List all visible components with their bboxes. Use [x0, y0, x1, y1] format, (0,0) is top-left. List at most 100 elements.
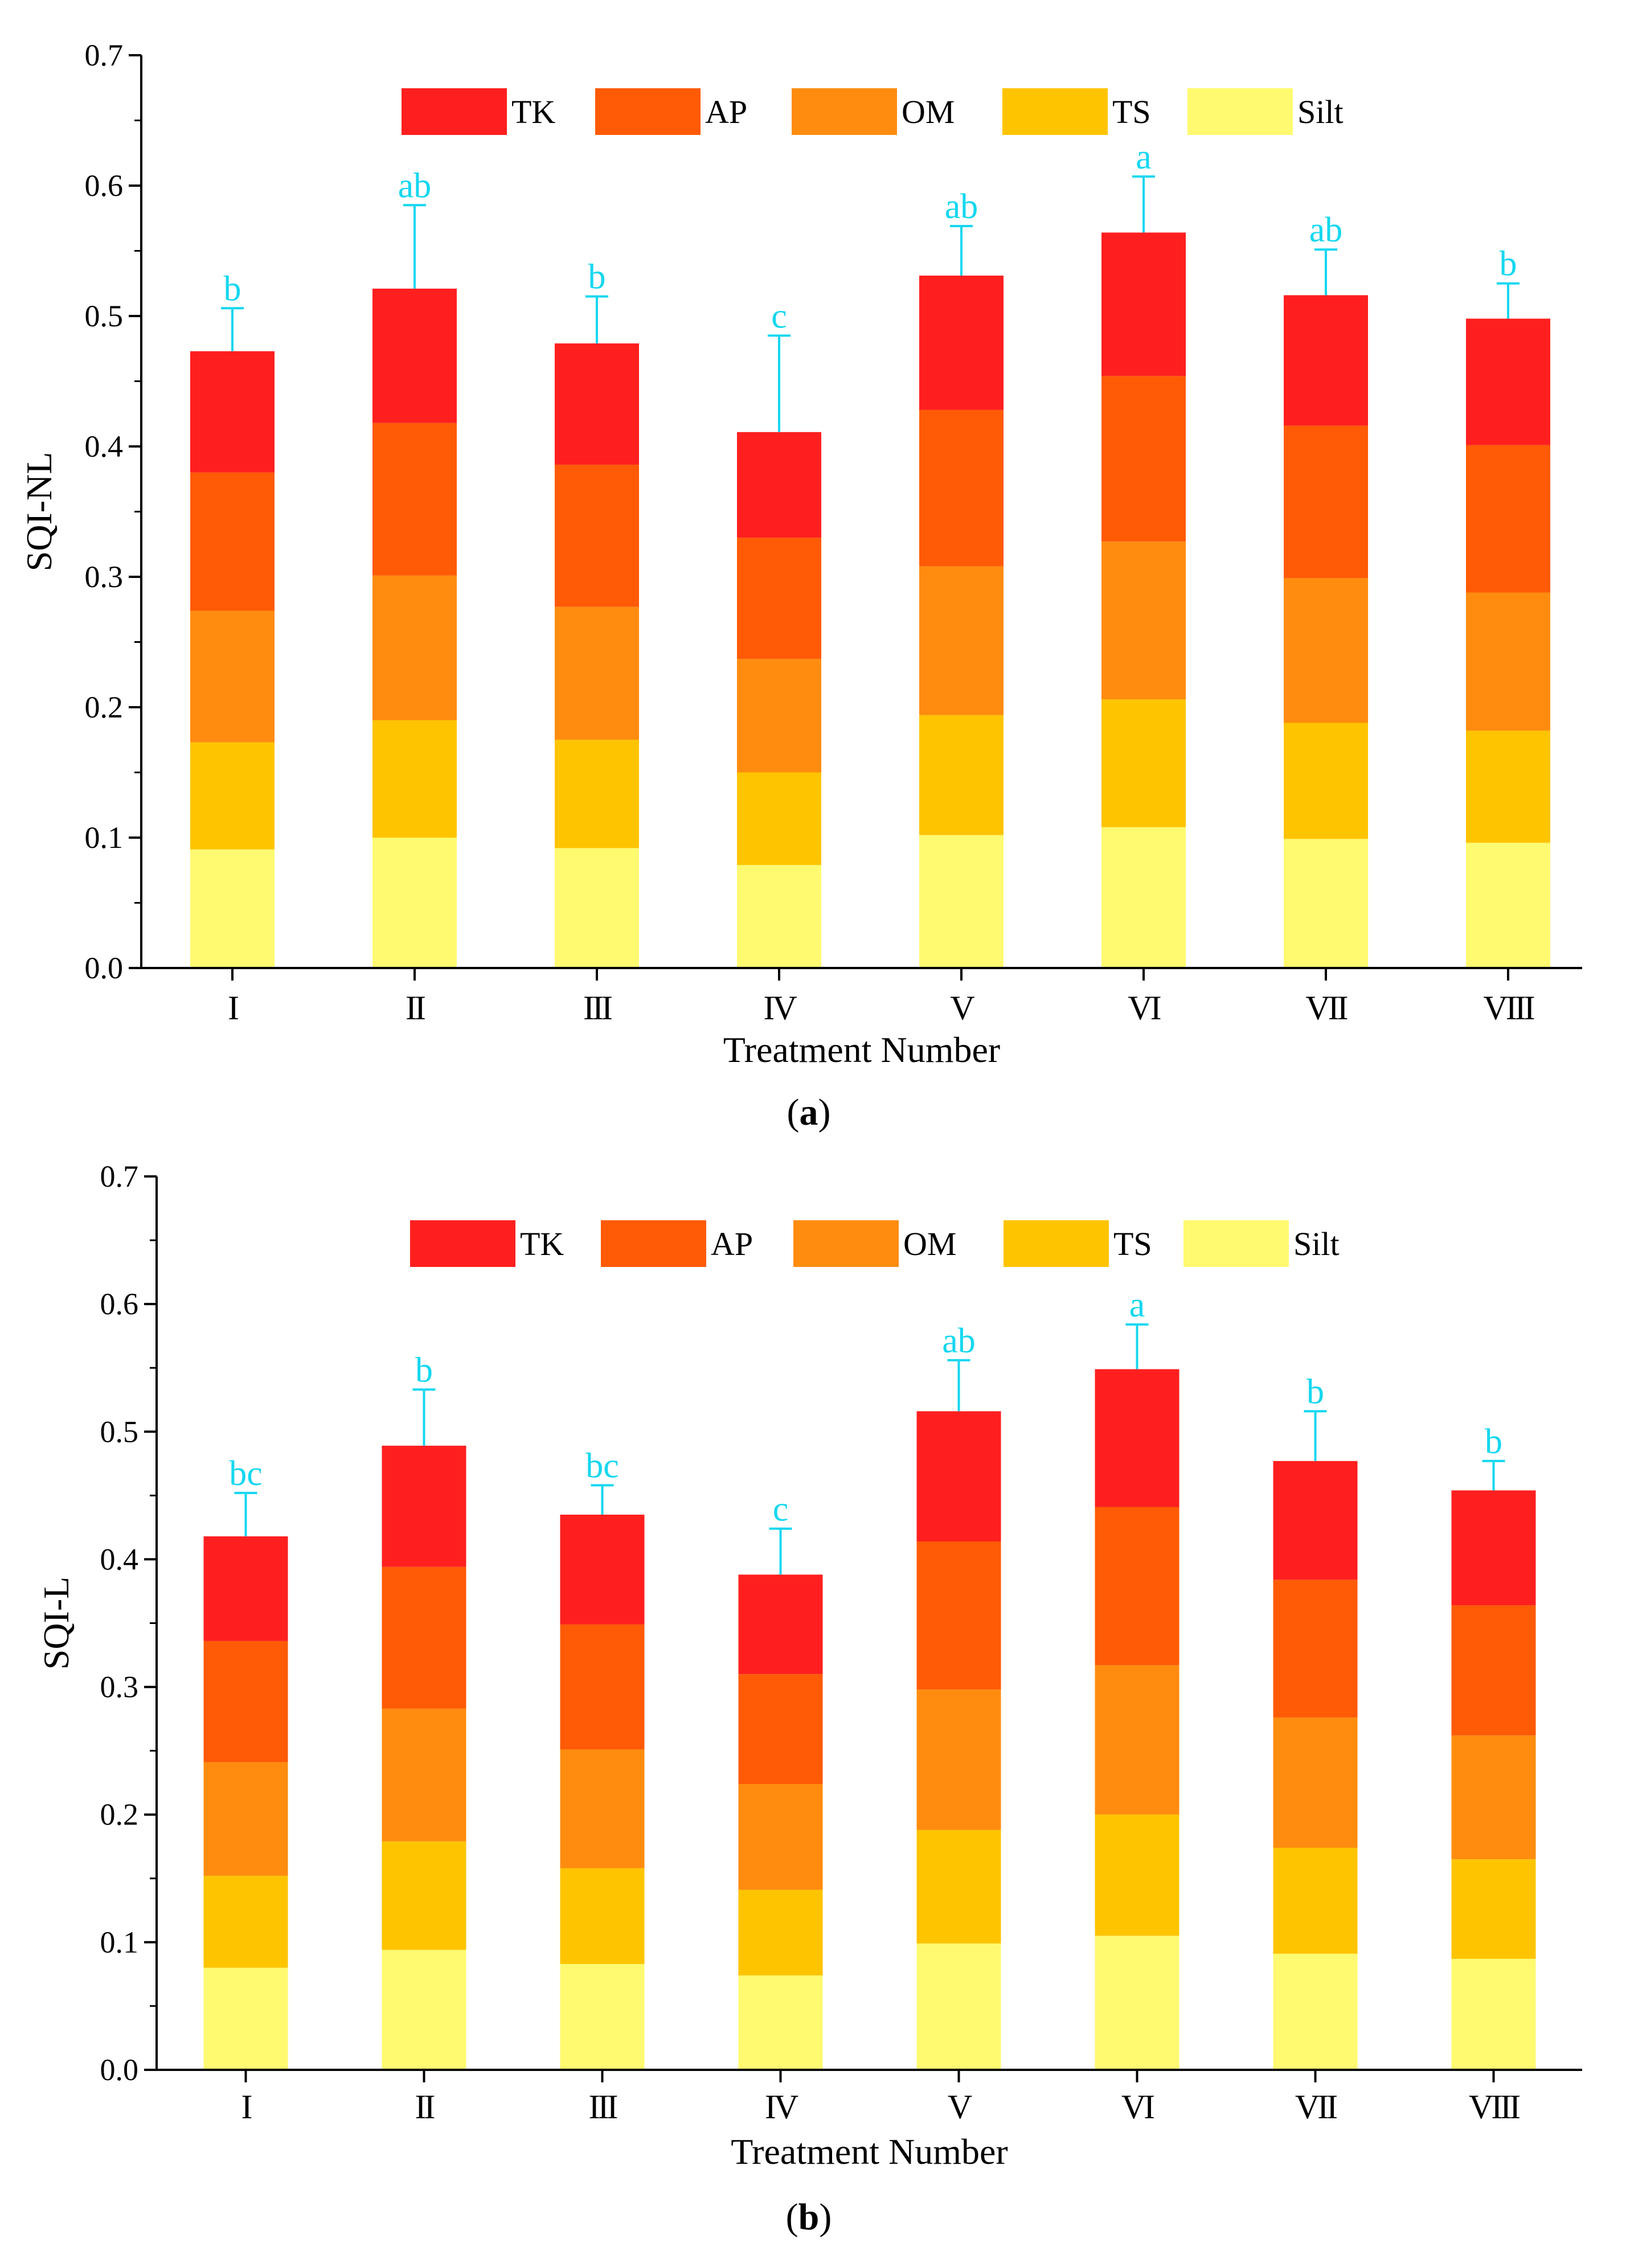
- legend-label-a-TK: TK: [511, 93, 555, 130]
- bar-a-VII-OM: [1284, 578, 1368, 723]
- bar-a-VII-AP: [1284, 425, 1368, 579]
- x-axis-title-a: Treatment Number: [723, 1030, 1000, 1070]
- legend-swatch-b-OM: [793, 1220, 899, 1267]
- legend-label-b-TK: TK: [520, 1225, 564, 1262]
- bar-a-III-AP: [555, 465, 639, 607]
- bar-b-II-OM: [382, 1708, 466, 1842]
- significance-label-b-II: b: [415, 1351, 433, 1389]
- bar-b-V-AP: [916, 1541, 1001, 1689]
- legend-swatch-b-Silt: [1183, 1220, 1289, 1267]
- bar-b-VII-Silt: [1273, 1954, 1358, 2070]
- x-tick-label-a-I: I: [228, 989, 238, 1027]
- legend-label-a-TS: TS: [1112, 93, 1151, 130]
- significance-label-b-V: ab: [942, 1322, 976, 1360]
- bar-a-VIII-AP: [1466, 445, 1550, 593]
- x-tick-label-b-VIII: VIII: [1469, 2088, 1520, 2126]
- bar-a-I-Silt: [190, 849, 275, 968]
- bar-a-I-TK: [190, 351, 275, 473]
- legend-swatch-b-TK: [410, 1220, 515, 1267]
- y-tick-label-b-0.6: 0.6: [100, 1287, 139, 1321]
- legend-label-b-OM: OM: [903, 1225, 956, 1262]
- bar-b-V-TK: [916, 1411, 1001, 1541]
- bar-b-I-TS: [203, 1876, 288, 1968]
- bar-a-V-TK: [919, 276, 1004, 410]
- bar-a-IV-TK: [737, 432, 821, 538]
- legend-swatch-a-OM: [792, 88, 897, 135]
- bar-b-VI-TS: [1095, 1814, 1180, 1936]
- y-tick-label-a-0.1: 0.1: [85, 821, 124, 855]
- legend-swatch-a-TK: [402, 88, 507, 135]
- bar-a-VII-Silt: [1284, 839, 1368, 968]
- x-tick-label-a-VI: VI: [1128, 989, 1160, 1027]
- bar-a-VI-Silt: [1101, 827, 1186, 968]
- x-tick-label-b-I: I: [241, 2088, 252, 2126]
- legend-swatch-a-Silt: [1187, 88, 1293, 135]
- bar-b-IV-TK: [738, 1574, 823, 1675]
- x-tick-label-a-IV: IV: [763, 989, 797, 1027]
- bar-b-VI-TK: [1095, 1369, 1180, 1507]
- bar-b-II-AP: [382, 1566, 466, 1709]
- bar-a-VII-TK: [1284, 295, 1368, 426]
- legend-swatch-b-TS: [1004, 1220, 1109, 1267]
- bar-a-IV-Silt: [737, 865, 821, 968]
- bar-a-V-Silt: [919, 835, 1004, 968]
- y-tick-label-a-0.7: 0.7: [85, 38, 124, 72]
- significance-label-b-III: bc: [585, 1446, 619, 1485]
- legend-label-b-TS: TS: [1113, 1225, 1152, 1262]
- bar-b-VIII-TS: [1451, 1859, 1536, 1959]
- significance-label-b-VII: b: [1307, 1372, 1324, 1411]
- x-tick-label-a-II: II: [406, 989, 425, 1027]
- y-tick-label-b-0.3: 0.3: [100, 1670, 139, 1704]
- x-tick-label-b-VI: VI: [1121, 2088, 1154, 2126]
- y-tick-label-b-0.1: 0.1: [100, 1925, 139, 1959]
- bar-b-V-Silt: [916, 1943, 1001, 2070]
- x-tick-label-a-VIII: VIII: [1483, 989, 1534, 1027]
- y-tick-label-b-0.4: 0.4: [100, 1542, 139, 1576]
- bar-b-V-TS: [916, 1830, 1001, 1944]
- bar-b-IV-TS: [738, 1890, 823, 1976]
- significance-label-a-V: ab: [945, 187, 978, 226]
- bar-a-IV-OM: [737, 659, 821, 773]
- bar-a-VI-TK: [1101, 232, 1186, 376]
- bar-b-VI-Silt: [1095, 1935, 1180, 2070]
- bar-b-II-TK: [382, 1445, 466, 1567]
- significance-label-b-I: bc: [229, 1454, 263, 1493]
- y-tick-label-a-0.6: 0.6: [85, 169, 124, 203]
- bar-a-III-Silt: [555, 848, 639, 968]
- bar-a-V-TS: [919, 715, 1004, 835]
- bar-a-II-TS: [372, 720, 457, 838]
- x-tick-label-b-V: V: [948, 2088, 972, 2126]
- significance-label-a-I: b: [224, 269, 241, 308]
- bar-a-V-AP: [919, 409, 1004, 567]
- bar-b-V-OM: [916, 1689, 1001, 1830]
- bar-a-VI-AP: [1101, 376, 1186, 542]
- bar-a-III-OM: [555, 606, 639, 740]
- legend-swatch-b-AP: [601, 1220, 706, 1267]
- bar-a-V-OM: [919, 566, 1004, 715]
- legend-label-b-AP: AP: [711, 1225, 753, 1262]
- bar-a-VIII-TS: [1466, 731, 1550, 843]
- bar-a-I-OM: [190, 610, 275, 743]
- x-tick-label-b-II: II: [415, 2088, 435, 2126]
- bar-a-VII-TS: [1284, 723, 1368, 839]
- significance-label-a-III: b: [588, 258, 606, 297]
- bar-b-VI-OM: [1095, 1665, 1180, 1815]
- bar-a-VIII-OM: [1466, 592, 1550, 731]
- y-tick-label-b-0.0: 0.0: [100, 2053, 139, 2087]
- bar-a-I-TS: [190, 742, 275, 850]
- y-tick-label-a-0.4: 0.4: [85, 429, 124, 464]
- bar-b-IV-Silt: [738, 1975, 823, 2070]
- legend-swatch-a-TS: [1002, 88, 1108, 135]
- bar-b-VIII-Silt: [1451, 1959, 1536, 2070]
- bar-a-IV-AP: [737, 538, 821, 659]
- bar-b-I-OM: [203, 1762, 288, 1876]
- significance-label-a-VIII: b: [1500, 245, 1517, 284]
- x-axis-title-b: Treatment Number: [731, 2131, 1008, 2172]
- y-tick-label-b-0.5: 0.5: [100, 1414, 139, 1449]
- x-tick-label-b-VII: VII: [1295, 2088, 1337, 2126]
- significance-label-a-VI: a: [1136, 138, 1152, 177]
- y-tick-label-a-0.0: 0.0: [85, 951, 124, 985]
- bar-b-III-AP: [560, 1624, 645, 1750]
- x-tick-label-b-IV: IV: [765, 2088, 798, 2126]
